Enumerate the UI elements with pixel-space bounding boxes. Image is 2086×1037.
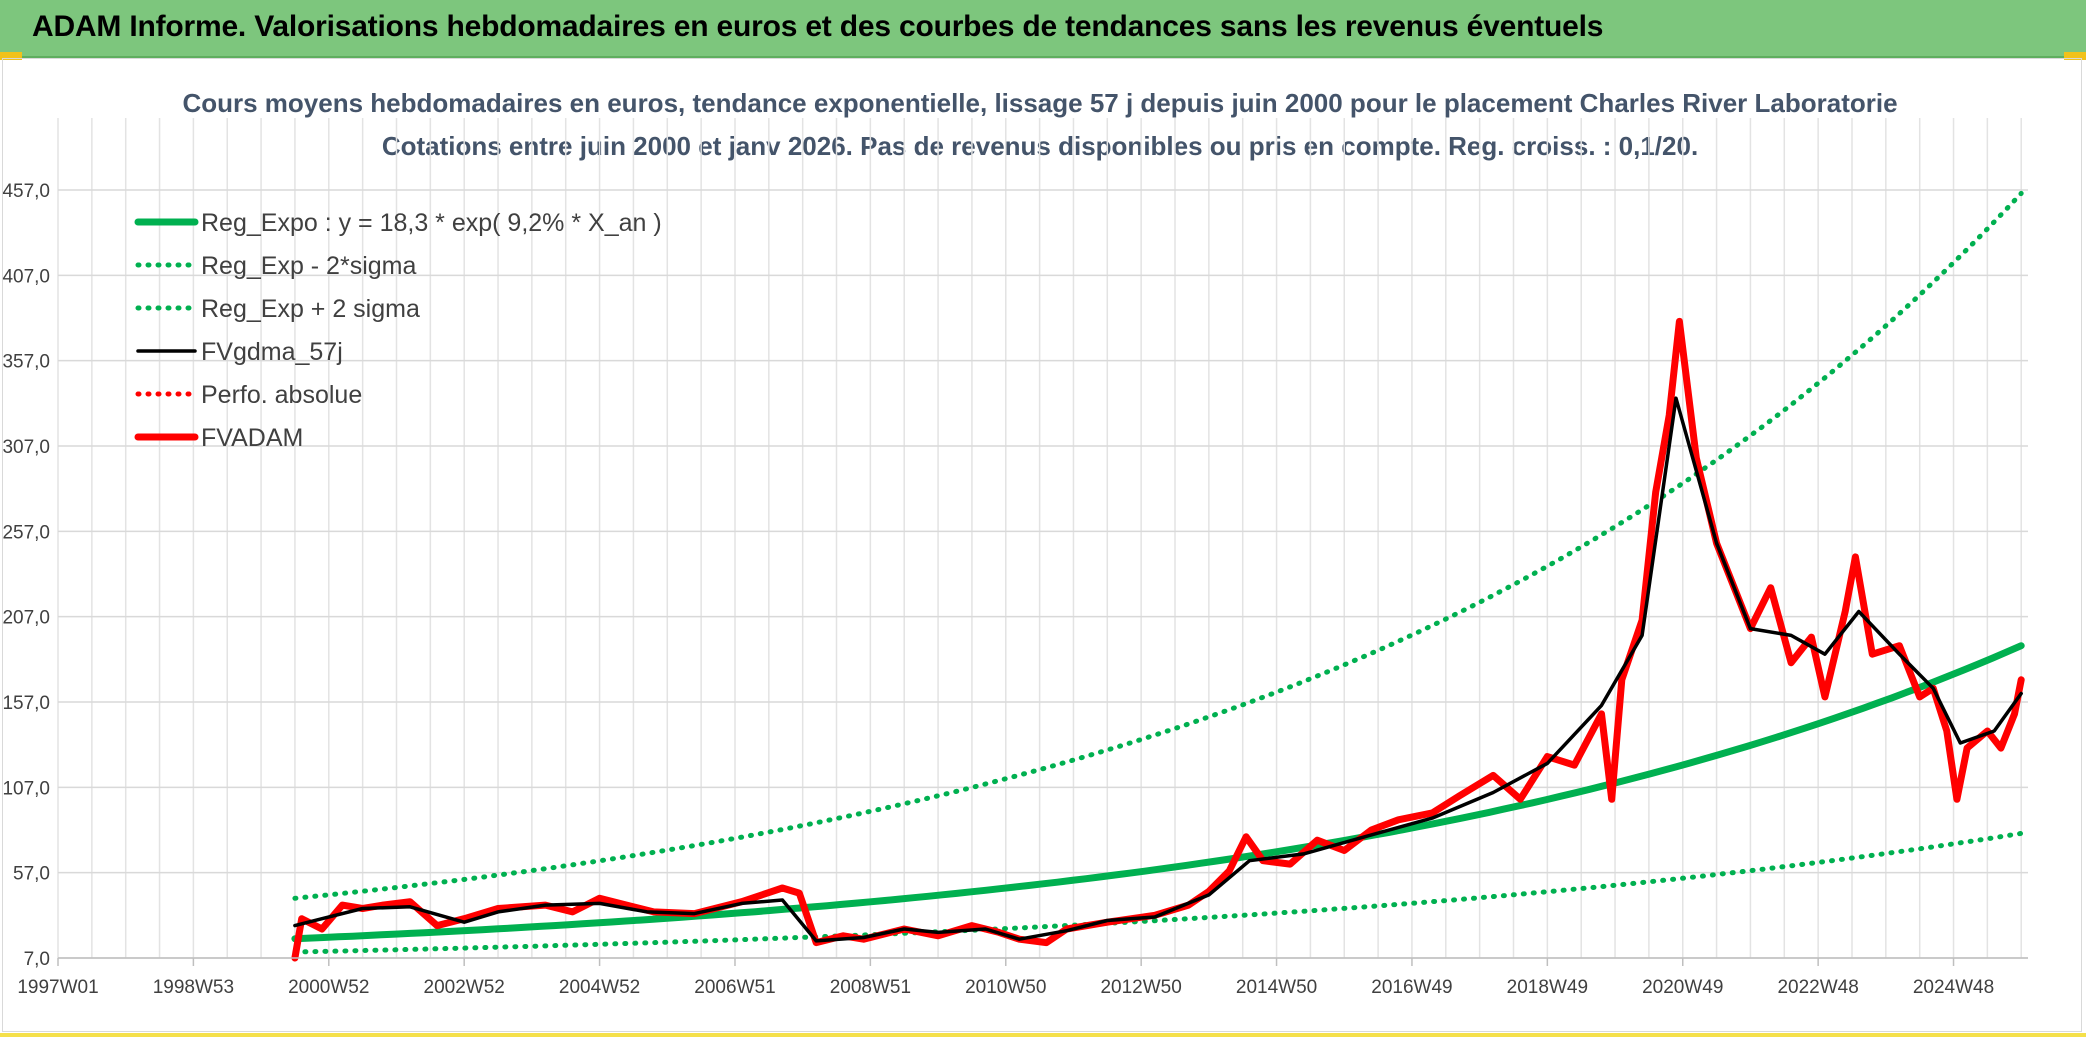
y-tick-label: 157,0 xyxy=(2,693,50,714)
legend-label: Reg_Exp - 2*sigma xyxy=(201,252,416,280)
x-tick-label: 2012W50 xyxy=(1100,977,1181,998)
legend-label: FVgdma_57j xyxy=(201,338,343,366)
y-tick-label: 57,0 xyxy=(13,864,50,885)
x-tick-label: 2002W52 xyxy=(424,977,505,998)
series-line xyxy=(291,642,2025,943)
y-tick-label: 257,0 xyxy=(2,522,50,543)
y-tick-label: 357,0 xyxy=(2,352,50,373)
y-tick-label: 7,0 xyxy=(24,949,50,970)
report-banner: ADAM Informe. Valorisations hebdomadaire… xyxy=(0,0,2086,58)
x-tick-label: 2014W50 xyxy=(1236,977,1317,998)
y-tick-label: 307,0 xyxy=(2,437,50,458)
legend-label: Reg_Expo : y = 18,3 * exp( 9,2% * X_an ) xyxy=(201,209,662,237)
chart-frame xyxy=(2,58,2082,1032)
legend-label: Perfo. absolue xyxy=(201,381,362,409)
series-line xyxy=(292,830,2024,955)
series-line xyxy=(293,396,2023,943)
legend-label: FVADAM xyxy=(201,424,303,452)
x-tick-label: 1997W01 xyxy=(17,977,98,998)
x-tick-label: 2010W50 xyxy=(965,977,1046,998)
x-tick-label: 2022W48 xyxy=(1777,977,1858,998)
x-tick-label: 2018W49 xyxy=(1507,977,1588,998)
x-tick-label: 2006W51 xyxy=(694,977,775,998)
x-tick-label: 2024W48 xyxy=(1913,977,1994,998)
report-title: ADAM Informe. Valorisations hebdomadaire… xyxy=(32,10,1604,43)
plot-area xyxy=(291,190,2025,962)
x-tick-label: 2020W49 xyxy=(1642,977,1723,998)
legend: Reg_Expo : y = 18,3 * exp( 9,2% * X_an )… xyxy=(134,209,662,452)
grid xyxy=(57,118,2028,959)
bottom-strip xyxy=(0,1033,2086,1037)
series-line xyxy=(291,317,2025,962)
y-tick-label: 407,0 xyxy=(2,266,50,287)
corner-marker-right xyxy=(2064,52,2086,60)
x-tick-label: 2016W49 xyxy=(1371,977,1452,998)
y-tick-label: 457,0 xyxy=(2,181,50,202)
y-tick-label: 207,0 xyxy=(2,608,50,629)
legend-label: Reg_Exp + 2 sigma xyxy=(201,295,420,323)
x-tick-label: 1998W53 xyxy=(153,977,234,998)
chart-title: Cours moyens hebdomadaires en euros, ten… xyxy=(182,88,1897,118)
x-tick-label: 2008W51 xyxy=(830,977,911,998)
series-line xyxy=(292,190,2024,901)
x-tick-label: 2000W52 xyxy=(288,977,369,998)
y-tick-label: 107,0 xyxy=(2,778,50,799)
x-tick-label: 2004W52 xyxy=(559,977,640,998)
corner-marker-left xyxy=(0,52,22,60)
axes: 7,0 57,0 107,0 157,0 207,0 257,0 307,0 357,0 407… xyxy=(2,181,2028,998)
